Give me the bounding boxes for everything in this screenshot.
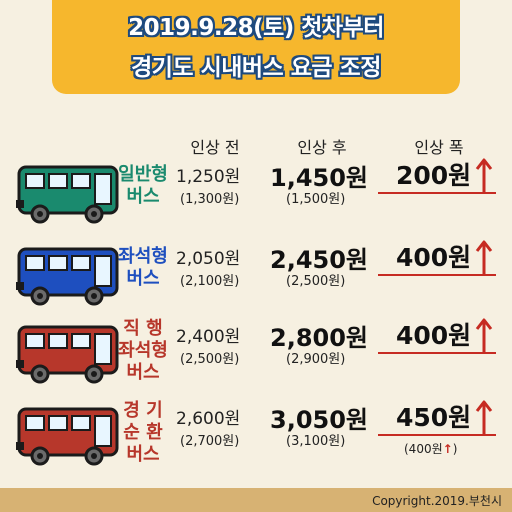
fare-before: 1,250원 <box>176 167 241 187</box>
increase-note-text: (400원 <box>404 442 443 456</box>
fare-row: 직 행 좌석형 버스 2,400원 (2,500원) 2,800원 (2,900원) 400원 <box>0 318 512 398</box>
up-arrow-icon <box>475 400 493 434</box>
fare-before-card: (2,700원) <box>180 434 240 449</box>
increase-underline <box>378 352 496 354</box>
column-header-increase: 인상 폭 <box>414 138 464 157</box>
fare-row: 좌석형 버스 2,050원 (2,100원) 2,450원 (2,500원) 400원 <box>0 240 512 320</box>
increase-underline <box>378 274 496 276</box>
up-arrow-icon <box>475 318 493 352</box>
increase-underline <box>378 434 496 436</box>
increase-note-close: ) <box>452 442 458 456</box>
fare-before-card: (1,300원) <box>180 192 240 207</box>
fare-before: 2,600원 <box>176 409 241 429</box>
fare-after: 3,050원 <box>270 406 368 434</box>
column-header-after: 인상 후 <box>297 138 347 157</box>
fare-row: 일반형 버스 1,250원 (1,300원) 1,450원 (1,500원) 200원 <box>0 158 512 238</box>
title-date-line: 2019.9.28(토) 첫차부터 <box>128 15 384 41</box>
fare-after: 2,800원 <box>270 324 368 352</box>
bus-type-label: 직 행 좌석형 버스 <box>118 318 168 383</box>
fare-after-card: (2,900원) <box>286 352 346 367</box>
fare-before: 2,400원 <box>176 327 241 347</box>
title-main-line: 경기도 시내버스 요금 조정 <box>131 55 381 81</box>
fare-increase: 400원 <box>396 321 472 350</box>
title-banner: 2019.9.28(토) 첫차부터 경기도 시내버스 요금 조정 <box>52 0 460 94</box>
fare-after-card: (1,500원) <box>286 192 346 207</box>
up-arrow-icon <box>475 158 493 192</box>
bus-icon <box>16 164 120 224</box>
fare-after-card: (2,500원) <box>286 274 346 289</box>
fare-before: 2,050원 <box>176 249 241 269</box>
fare-before-card: (2,100원) <box>180 274 240 289</box>
up-arrow-icon <box>475 240 493 274</box>
increase-underline <box>378 192 496 194</box>
bus-icon <box>16 406 120 466</box>
bus-icon <box>16 246 120 306</box>
bus-type-label: 일반형 버스 <box>118 164 168 207</box>
bus-type-label: 좌석형 버스 <box>118 246 168 289</box>
fare-increase: 400원 <box>396 243 472 272</box>
fare-increase: 450원 <box>396 403 472 432</box>
fare-after: 2,450원 <box>270 246 368 274</box>
fare-increase: 200원 <box>396 161 472 190</box>
small-up-arrow-icon: ↑ <box>442 442 453 456</box>
column-header-before: 인상 전 <box>190 138 240 157</box>
bus-icon <box>16 324 120 384</box>
fare-after: 1,450원 <box>270 164 368 192</box>
footer-bar: Copyright.2019.부천시 <box>0 488 512 512</box>
copyright-text: Copyright.2019.부천시 <box>372 494 502 508</box>
increase-note: (400원↑) <box>404 440 457 457</box>
fare-after-card: (3,100원) <box>286 434 346 449</box>
fare-before-card: (2,500원) <box>180 352 240 367</box>
